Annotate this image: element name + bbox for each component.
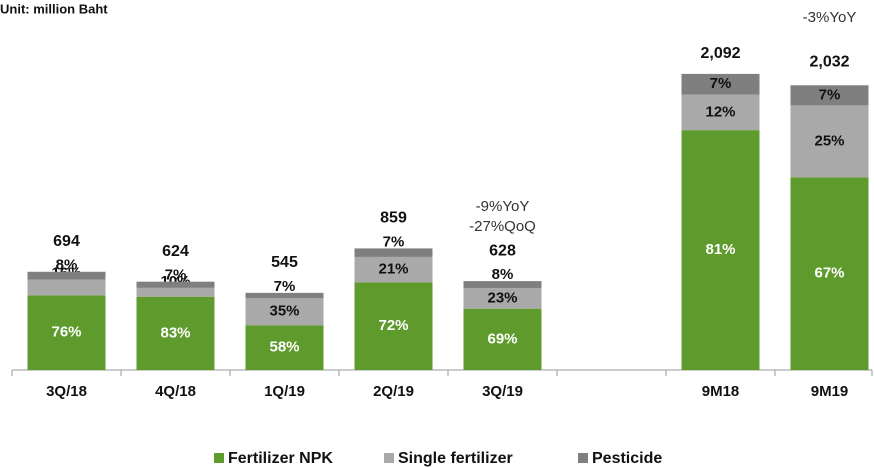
total-label: 694: [53, 233, 80, 250]
value-label: 76%: [51, 324, 81, 341]
value-label: 72%: [378, 317, 408, 334]
x-tick-label: 3Q/19: [482, 383, 523, 400]
bar-segment: [27, 295, 106, 370]
value-label: 7%: [819, 86, 841, 103]
value-label: 81%: [705, 241, 735, 258]
total-label: 2,032: [809, 54, 849, 71]
x-tick-label: 3Q/18: [46, 383, 87, 400]
bar-segment: [245, 325, 324, 370]
bar-segment: [354, 282, 433, 370]
value-label: 21%: [378, 261, 408, 278]
value-label: 7%: [383, 233, 405, 250]
value-label: 58%: [269, 339, 299, 356]
legend-swatch: [214, 453, 224, 463]
bar-segment: [790, 177, 869, 370]
annotation: -3%YoY: [803, 9, 857, 26]
unit-label: Unit: million Baht: [0, 1, 108, 16]
x-tick-label: 9M19: [811, 383, 849, 400]
bar-segment: [354, 256, 433, 283]
bar-segment: [136, 281, 215, 288]
value-label: 7%: [274, 278, 296, 295]
value-label: 69%: [487, 330, 517, 347]
legend-swatch: [384, 453, 394, 463]
value-label: 8%: [56, 257, 78, 274]
value-label: 12%: [705, 103, 735, 120]
total-label: 628: [489, 242, 516, 259]
annotation: -27%QoQ: [469, 218, 536, 235]
bar-segment: [681, 94, 760, 131]
value-label: 25%: [814, 132, 844, 149]
x-tick-label: 9M18: [702, 383, 740, 400]
bar-segment: [681, 73, 760, 95]
value-label: 7%: [165, 267, 187, 284]
value-label: 23%: [487, 289, 517, 306]
value-label: 83%: [160, 324, 190, 341]
bar-segment: [463, 308, 542, 370]
x-tick-label: 4Q/18: [155, 383, 196, 400]
bar-segment: [463, 288, 542, 309]
legend-label: Pesticide: [592, 450, 662, 467]
bar-segment: [136, 296, 215, 370]
bar-segment: [354, 248, 433, 257]
value-label: 7%: [710, 75, 732, 92]
legend-label: Single fertilizer: [398, 450, 513, 467]
bar-segment: [136, 287, 215, 297]
bar-segment: [463, 281, 542, 289]
bar-segment: [790, 85, 869, 106]
legend-label: Fertilizer NPK: [228, 450, 333, 467]
bar-segment: [790, 105, 869, 178]
bar-segment: [27, 279, 106, 296]
total-label: 545: [271, 254, 298, 271]
value-label: 8%: [492, 266, 514, 283]
bar-segment: [245, 292, 324, 299]
value-label: 35%: [269, 303, 299, 320]
total-label: 624: [162, 243, 189, 260]
value-label: 67%: [814, 265, 844, 282]
total-label: 859: [380, 210, 407, 227]
annotation: -9%YoY: [476, 198, 530, 215]
bar-segment: [27, 271, 106, 280]
total-label: 2,092: [700, 45, 740, 62]
legend-swatch: [578, 453, 588, 463]
x-tick-label: 1Q/19: [264, 383, 305, 400]
bar-segment: [681, 130, 760, 370]
x-tick-label: 2Q/19: [373, 383, 414, 400]
bar-segment: [245, 298, 324, 326]
